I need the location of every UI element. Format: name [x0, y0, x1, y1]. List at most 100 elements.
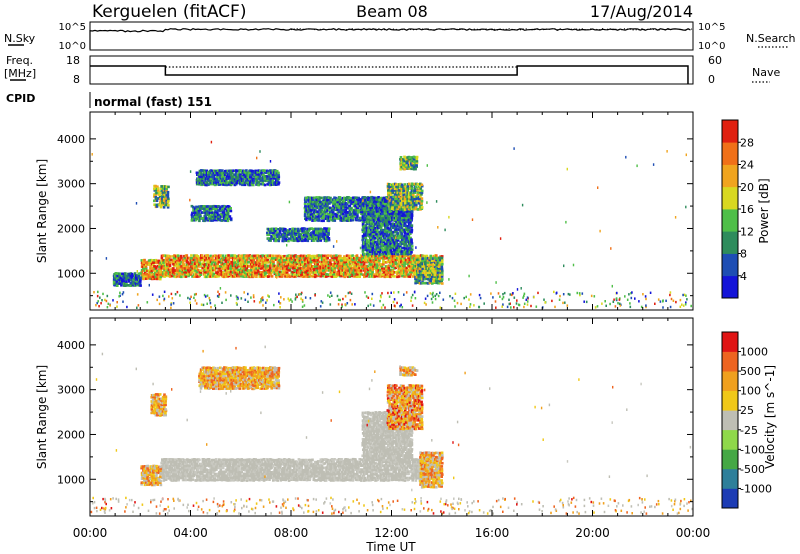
power-cell-1368 — [354, 265, 357, 268]
power-cell-2022 — [428, 281, 432, 285]
power-cell-258 — [183, 275, 186, 278]
power-cell-1602 — [391, 258, 395, 261]
power-cell-3189 — [320, 216, 324, 220]
power-cell-2956 — [301, 229, 304, 233]
power-cell-3387 — [348, 196, 352, 200]
power-cell-2266 — [198, 213, 202, 216]
power-cell-3833 — [361, 230, 365, 233]
power-cell-1983 — [422, 277, 425, 281]
power-cell-743 — [258, 259, 261, 262]
power-cell-37 — [146, 272, 149, 276]
power-cell-2591 — [230, 177, 234, 180]
power-cell-3203 — [321, 206, 325, 209]
power-cell-4605 — [407, 226, 411, 229]
power-cell-807 — [268, 260, 271, 264]
power-cell-2396 — [226, 219, 230, 223]
power-cell-1228 — [333, 266, 337, 270]
power-cell-1002 — [298, 257, 302, 260]
power-cell-4153 — [381, 234, 384, 237]
power-cell-3931 — [367, 212, 370, 216]
power-cell-1333 — [348, 256, 352, 260]
power-cell-3134 — [312, 209, 316, 212]
power-cell-2914 — [291, 227, 294, 231]
power-cell-4884 — [414, 185, 418, 189]
power-cell-3320 — [338, 196, 342, 199]
power-cell-1427 — [364, 272, 367, 276]
power-cell-2106 — [439, 278, 443, 281]
power-cell-4116 — [378, 204, 381, 207]
power-cell-4964 — [406, 156, 409, 159]
power-cell-3906 — [365, 230, 369, 233]
power-cell-631 — [241, 254, 244, 257]
power-cell-293 — [186, 256, 190, 260]
power-cell-4750 — [397, 193, 401, 196]
power-cell-2379 — [222, 210, 226, 214]
power-cell-4155 — [381, 231, 384, 234]
power-cell-1931 — [415, 280, 419, 283]
power-cell-2736 — [261, 180, 265, 184]
power-cell-1473 — [370, 263, 374, 266]
power-cell-1529 — [380, 274, 384, 278]
power-cell-790 — [265, 256, 268, 260]
power-cell-813 — [269, 262, 273, 266]
power-cell-3243 — [328, 208, 331, 212]
power-cell-1499 — [375, 260, 378, 264]
power-cell-2377 — [222, 215, 226, 218]
power-cell-1106 — [313, 260, 317, 264]
power-cell-1485 — [373, 275, 377, 278]
power-cell-440 — [212, 258, 215, 262]
power-cell-588 — [235, 266, 239, 270]
power-cell-2058 — [432, 265, 435, 268]
power-cell-765 — [262, 272, 266, 276]
power-cell-4765 — [400, 207, 404, 211]
power-cell-4572 — [406, 240, 410, 243]
power-cell-2879 — [282, 231, 286, 234]
power-cell-4769 — [400, 199, 404, 203]
power-cell-133 — [162, 254, 165, 257]
power-cell-1316 — [347, 273, 350, 276]
power-cell-2620 — [236, 169, 239, 173]
power-cell-2499 — [212, 177, 216, 180]
power-cell-83 — [154, 275, 158, 279]
power-cell-403 — [206, 266, 210, 270]
power-cell-3012 — [314, 231, 318, 235]
power-cell-1501 — [375, 257, 378, 260]
power-cell-2978 — [306, 232, 310, 235]
power-cell-2445 — [201, 173, 205, 176]
power-cell-1418 — [362, 273, 366, 277]
power-cell-2922 — [294, 237, 297, 241]
power-cell-4394 — [395, 228, 398, 231]
power-cell-4910 — [419, 195, 422, 199]
power-cell-153 — [164, 254, 168, 258]
power-cell-3018 — [316, 233, 319, 237]
power-cell-615 — [239, 270, 243, 274]
power-cell-2226 — [191, 211, 194, 215]
power-cell-2348 — [216, 211, 219, 215]
power-cell-1765 — [416, 254, 420, 258]
power-cell-1262 — [338, 271, 342, 274]
power-cell-3186 — [319, 200, 322, 204]
power-cell-2721 — [257, 173, 261, 176]
power-cell-2036 — [429, 267, 433, 270]
power-cell-4710 — [392, 185, 395, 189]
power-cell-3179 — [319, 215, 322, 218]
power-cell-143 — [164, 274, 168, 278]
power-cell-1976 — [421, 269, 424, 272]
power-cell-3043 — [321, 228, 325, 231]
power-cell-3549 — [372, 207, 376, 210]
power-cell-700 — [252, 275, 255, 278]
power-cell-2155 — [157, 197, 160, 200]
power-cell-532 — [227, 262, 230, 265]
power-cell-32 — [144, 265, 148, 268]
power-cell-4005 — [371, 208, 374, 212]
power-cell-701 — [252, 273, 256, 276]
power-cell-477 — [219, 266, 222, 270]
power-cell-552 — [230, 254, 233, 257]
power-cell-650 — [244, 259, 247, 262]
power-cell-2859 — [277, 237, 281, 241]
power-cell-4458 — [399, 243, 402, 246]
power-cell-2957 — [300, 227, 304, 230]
power-cell-3286 — [334, 212, 338, 216]
power-cell-1108 — [313, 256, 317, 259]
power-cell-871 — [279, 267, 282, 270]
